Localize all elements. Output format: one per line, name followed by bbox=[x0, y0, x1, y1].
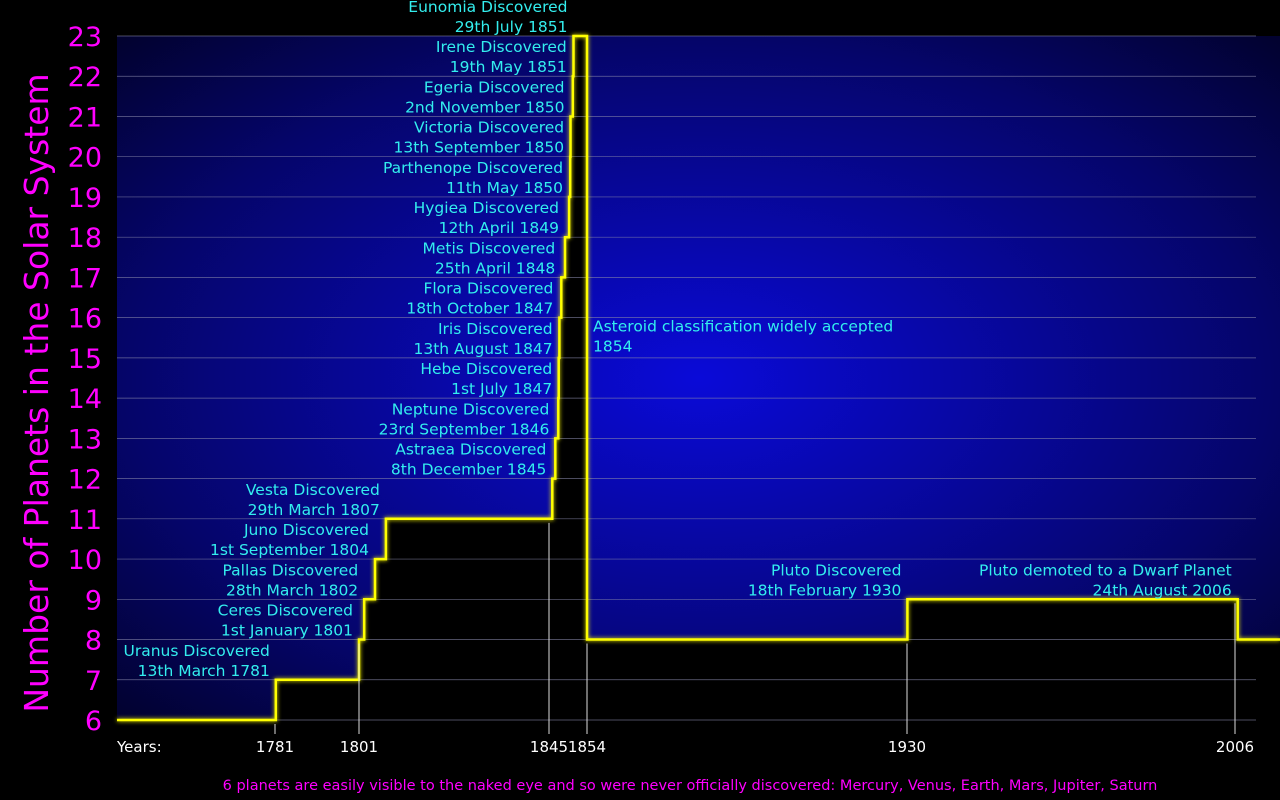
annotation: Irene Discovered 19th May 1851 bbox=[436, 38, 567, 76]
step-line bbox=[117, 34, 1280, 722]
annotation-title: Hygiea Discovered bbox=[414, 199, 559, 217]
annotation-title: Egeria Discovered bbox=[424, 78, 565, 96]
annotation: Pallas Discovered 28th March 1802 bbox=[222, 561, 358, 599]
annotation: Flora Discovered 18th October 1847 bbox=[406, 280, 553, 318]
annotation-date: 28th March 1802 bbox=[226, 581, 358, 599]
annotation-date: 13th March 1781 bbox=[138, 662, 270, 680]
annotation-title: Astraea Discovered bbox=[395, 441, 546, 459]
annotation-title: Metis Discovered bbox=[423, 239, 556, 257]
annotation-title: Iris Discovered bbox=[438, 320, 553, 338]
y-axis-ticks: 6 7 8 9 10 11 12 13 14 15 16 17 18 19 20 21 22 23 bbox=[68, 22, 102, 737]
annotation: Juno Discovered 1st September 1804 bbox=[210, 521, 369, 559]
x-tick-label: 1845 bbox=[530, 738, 568, 756]
annotation-date: 25th April 1848 bbox=[435, 259, 555, 277]
annotation-date: 2nd November 1850 bbox=[405, 98, 564, 116]
x-tick-label: 1854 bbox=[568, 738, 606, 756]
y-tick-label: 16 bbox=[68, 304, 102, 335]
x-tick-label: 1801 bbox=[340, 738, 378, 756]
y-tick-label: 22 bbox=[68, 62, 102, 93]
x-tick-label: 1781 bbox=[256, 738, 294, 756]
y-tick-label: 10 bbox=[68, 545, 102, 576]
y-tick-label: 15 bbox=[68, 344, 102, 375]
annotation-title: Pallas Discovered bbox=[222, 561, 358, 579]
y-tick-label: 17 bbox=[68, 263, 102, 294]
annotation-title: Parthenope Discovered bbox=[383, 159, 563, 177]
annotation-date: 11th May 1850 bbox=[446, 179, 563, 197]
y-tick-label: 19 bbox=[68, 183, 102, 214]
y-tick-label: 14 bbox=[68, 384, 102, 415]
annotation-date: 18th October 1847 bbox=[406, 300, 553, 318]
annotation: Eunomia Discovered 29th July 1851 bbox=[408, 0, 567, 36]
annotation-date: 29th March 1807 bbox=[248, 501, 380, 519]
annotation-title: Asteroid classification widely accepted bbox=[593, 318, 893, 336]
annotation: Hebe Discovered 1st July 1847 bbox=[420, 360, 552, 398]
y-tick-label: 11 bbox=[68, 505, 102, 536]
annotation-date: 19th May 1851 bbox=[450, 58, 567, 76]
annotation: Iris Discovered 13th August 1847 bbox=[413, 320, 552, 358]
annotation-title: Neptune Discovered bbox=[392, 400, 550, 418]
y-tick-label: 20 bbox=[68, 143, 102, 174]
y-tick-label: 23 bbox=[68, 22, 102, 53]
y-tick-label: 8 bbox=[85, 626, 102, 657]
annotations: Uranus Discovered 13th March 1781 Ceres Di… bbox=[124, 0, 1232, 680]
step-line-layer bbox=[117, 34, 1280, 722]
annotation-date: 12th April 1849 bbox=[439, 219, 559, 237]
year-markers bbox=[274, 522, 1236, 734]
annotation: Asteroid classification widely accepted 1… bbox=[593, 318, 893, 356]
y-tick-label: 18 bbox=[68, 223, 102, 254]
annotation-date: 1st July 1847 bbox=[451, 380, 552, 398]
y-tick-label: 21 bbox=[68, 102, 102, 133]
annotation-date: 24th August 2006 bbox=[1093, 581, 1232, 599]
annotation: Uranus Discovered 13th March 1781 bbox=[124, 642, 270, 680]
annotation-title: Eunomia Discovered bbox=[408, 0, 567, 16]
annotation-title: Victoria Discovered bbox=[414, 119, 564, 137]
y-tick-label: 6 bbox=[85, 706, 102, 737]
x-tick-label: 2006 bbox=[1216, 738, 1254, 756]
annotation: Pluto demoted to a Dwarf Planet 24th Augu… bbox=[979, 561, 1232, 599]
annotation: Victoria Discovered 13th September 1850 bbox=[394, 119, 565, 157]
annotation-title: Pluto Discovered bbox=[771, 561, 901, 579]
x-axis-prefix: Years: bbox=[116, 738, 162, 756]
annotation-date: 18th February 1930 bbox=[748, 581, 902, 599]
annotation-date: 13th September 1850 bbox=[394, 139, 565, 157]
annotation: Vesta Discovered 29th March 1807 bbox=[246, 481, 380, 519]
y-tick-label: 9 bbox=[85, 585, 102, 616]
annotation: Astraea Discovered 8th December 1845 bbox=[391, 441, 546, 479]
annotation-title: Vesta Discovered bbox=[246, 481, 380, 499]
x-axis-ticks: 1781 1801 1845 1854 1930 2006 bbox=[256, 738, 1254, 756]
annotation-title: Juno Discovered bbox=[243, 521, 369, 539]
annotation-date: 29th July 1851 bbox=[455, 18, 568, 36]
x-tick-label: 1930 bbox=[888, 738, 926, 756]
annotation-title: Pluto demoted to a Dwarf Planet bbox=[979, 561, 1232, 579]
annotation-date: 1854 bbox=[593, 338, 632, 356]
annotation-date: 23rd September 1846 bbox=[379, 420, 550, 438]
annotation-title: Flora Discovered bbox=[423, 280, 553, 298]
y-tick-label: 13 bbox=[68, 424, 102, 455]
annotation: Egeria Discovered 2nd November 1850 bbox=[405, 78, 564, 116]
annotation-title: Hebe Discovered bbox=[420, 360, 552, 378]
annotation-title: Ceres Discovered bbox=[218, 602, 353, 620]
area-fill bbox=[117, 36, 1280, 720]
annotation: Metis Discovered 25th April 1848 bbox=[423, 239, 556, 277]
y-tick-label: 7 bbox=[85, 666, 102, 697]
y-tick-label: 12 bbox=[68, 465, 102, 496]
annotation: Hygiea Discovered 12th April 1849 bbox=[414, 199, 559, 237]
annotation: Ceres Discovered 1st January 1801 bbox=[218, 602, 353, 640]
annotation-date: 13th August 1847 bbox=[413, 340, 552, 358]
annotation: Neptune Discovered 23rd September 1846 bbox=[379, 400, 550, 438]
annotation-title: Uranus Discovered bbox=[124, 642, 270, 660]
area-layer bbox=[117, 36, 1280, 720]
annotation-date: 1st September 1804 bbox=[210, 541, 369, 559]
annotation-date: 8th December 1845 bbox=[391, 461, 546, 479]
annotation-date: 1st January 1801 bbox=[221, 622, 353, 640]
annotation: Parthenope Discovered 11th May 1850 bbox=[383, 159, 563, 197]
annotation-title: Irene Discovered bbox=[436, 38, 567, 56]
y-axis-label: Number of Planets in the Solar System bbox=[17, 73, 56, 712]
annotation: Pluto Discovered 18th February 1930 bbox=[748, 561, 902, 599]
footnote: 6 planets are easily visible to the nake… bbox=[223, 778, 1158, 794]
